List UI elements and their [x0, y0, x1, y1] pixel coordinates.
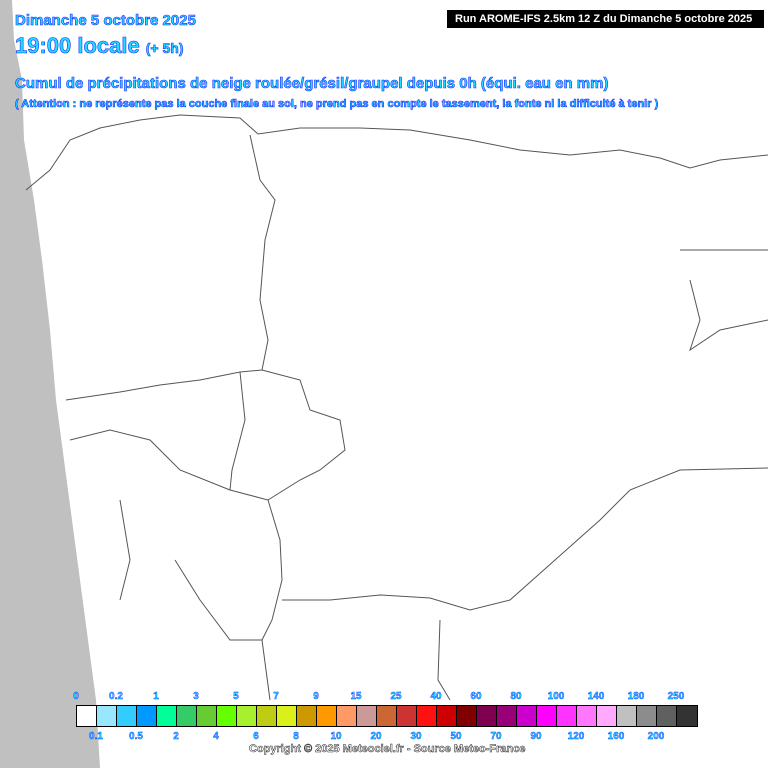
legend-label: 25	[390, 691, 402, 702]
legend-swatch	[97, 706, 117, 726]
legend-swatch	[277, 706, 297, 726]
legend-label: 90	[530, 731, 542, 742]
legend-swatch	[357, 706, 377, 726]
region-border	[261, 369, 346, 501]
legend-swatch	[597, 706, 617, 726]
legend-label: 9	[313, 691, 319, 702]
legend-label: 0.5	[129, 731, 143, 742]
region-border	[65, 134, 276, 401]
legend-swatch	[77, 706, 97, 726]
legend-label: 250	[667, 691, 685, 702]
legend-swatch	[237, 706, 257, 726]
legend-label: 120	[567, 731, 585, 742]
legend-label: 20	[370, 731, 382, 742]
legend-label: 7	[273, 691, 279, 702]
legend-label: 0	[73, 691, 79, 702]
legend-swatch	[677, 706, 697, 726]
legend-label: 70	[490, 731, 502, 742]
legend-label: 80	[510, 691, 522, 702]
region-border	[437, 619, 451, 701]
legend-swatch	[337, 706, 357, 726]
forecast-time: 19:00 locale (+ 5h)	[15, 33, 184, 59]
legend-label: 4	[213, 731, 219, 742]
legend-label: 15	[350, 691, 362, 702]
legend-swatch	[517, 706, 537, 726]
map-title: Cumul de précipitations de neige roulée/…	[15, 75, 609, 93]
legend-swatch	[497, 706, 517, 726]
sea-area	[0, 0, 100, 768]
legend-swatch	[637, 706, 657, 726]
legend-swatch	[657, 706, 677, 726]
legend-label: 0.1	[89, 731, 103, 742]
legend-swatch	[577, 706, 597, 726]
region-border	[282, 467, 768, 611]
legend-swatch	[217, 706, 237, 726]
lead-time: (+ 5h)	[145, 40, 184, 57]
region-border	[69, 429, 262, 641]
copyright: Copyright © 2025 Meteociel.fr - Source M…	[249, 743, 526, 756]
legend-swatch	[177, 706, 197, 726]
legend-swatch	[417, 706, 437, 726]
legend-swatch	[617, 706, 637, 726]
legend-swatch	[537, 706, 557, 726]
legend-swatch	[137, 706, 157, 726]
legend-swatch	[437, 706, 457, 726]
color-legend	[76, 705, 698, 727]
local-time: 19:00 locale	[15, 33, 140, 59]
run-info: Run AROME-IFS 2.5km 12 Z du Dimanche 5 o…	[447, 10, 764, 28]
legend-label: 160	[607, 731, 625, 742]
legend-swatch	[377, 706, 397, 726]
legend-label: 200	[647, 731, 665, 742]
country-borders	[25, 114, 768, 701]
legend-swatch	[297, 706, 317, 726]
legend-label: 10	[330, 731, 342, 742]
region-border	[229, 371, 283, 701]
region-border	[680, 249, 768, 352]
legend-label: 5	[233, 691, 239, 702]
legend-swatch	[197, 706, 217, 726]
legend-label: 8	[293, 731, 299, 742]
north-coast	[25, 114, 768, 191]
legend-label: 100	[547, 691, 565, 702]
legend-swatch	[557, 706, 577, 726]
legend-label: 6	[253, 731, 259, 742]
legend-swatch	[457, 706, 477, 726]
legend-label: 1	[153, 691, 159, 702]
legend-label: 140	[587, 691, 605, 702]
legend-label: 0.2	[109, 691, 123, 702]
legend-swatch	[477, 706, 497, 726]
map-note: ( Attention : ne représente pas la couch…	[15, 98, 659, 111]
forecast-date: Dimanche 5 octobre 2025	[15, 12, 197, 30]
legend-label: 3	[193, 691, 199, 702]
legend-swatch	[397, 706, 417, 726]
legend-label: 50	[450, 731, 462, 742]
legend-swatch	[157, 706, 177, 726]
legend-swatch	[257, 706, 277, 726]
legend-label: 60	[470, 691, 482, 702]
legend-label: 30	[410, 731, 422, 742]
legend-label: 180	[627, 691, 645, 702]
legend-swatch	[317, 706, 337, 726]
legend-label: 40	[430, 691, 442, 702]
legend-label: 2	[173, 731, 179, 742]
legend-swatch	[117, 706, 137, 726]
